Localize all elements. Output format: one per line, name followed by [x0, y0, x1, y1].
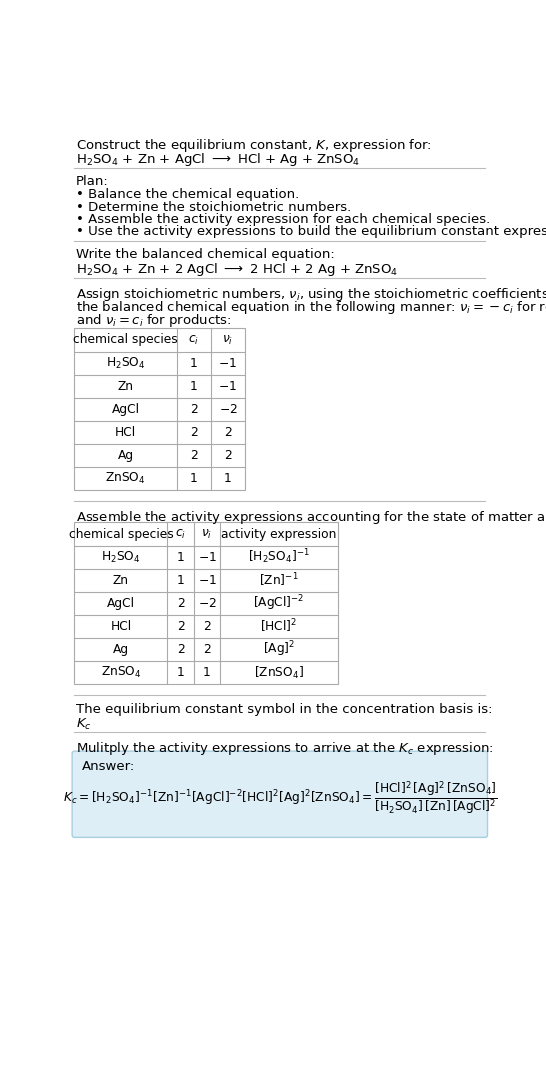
Text: $\mathrm{ZnSO_4}$: $\mathrm{ZnSO_4}$: [105, 471, 146, 486]
Text: $\mathrm{H_2SO_4}$: $\mathrm{H_2SO_4}$: [106, 356, 145, 371]
FancyBboxPatch shape: [72, 751, 488, 837]
Text: $\nu_i$: $\nu_i$: [222, 333, 234, 346]
Text: 2: 2: [190, 426, 198, 439]
Text: 1: 1: [203, 666, 211, 679]
Text: 1: 1: [224, 472, 232, 485]
Text: 1: 1: [190, 379, 198, 392]
Text: 2: 2: [190, 403, 198, 416]
Text: Mulitply the activity expressions to arrive at the $K_c$ expression:: Mulitply the activity expressions to arr…: [76, 740, 494, 757]
Text: activity expression: activity expression: [221, 528, 337, 541]
Text: $-2$: $-2$: [198, 597, 216, 610]
Text: $[\mathrm{AgCl}]^{-2}$: $[\mathrm{AgCl}]^{-2}$: [253, 593, 305, 613]
Text: 1: 1: [177, 574, 185, 587]
Text: 2: 2: [224, 449, 232, 462]
Bar: [74, 522, 338, 684]
Text: HCl: HCl: [110, 620, 132, 633]
Text: $-1$: $-1$: [198, 550, 216, 563]
Text: chemical species: chemical species: [69, 528, 173, 541]
Text: Answer:: Answer:: [82, 760, 135, 773]
Text: $K_c$: $K_c$: [76, 717, 92, 732]
Text: $\mathrm{ZnSO_4}$: $\mathrm{ZnSO_4}$: [100, 665, 141, 680]
Bar: [74, 329, 245, 490]
Text: AgCl: AgCl: [107, 597, 135, 610]
Text: $[\mathrm{H_2SO_4}]^{-1}$: $[\mathrm{H_2SO_4}]^{-1}$: [248, 548, 310, 567]
Text: $\mathrm{H_2SO_4}$ + Zn + AgCl $\longrightarrow$ HCl + Ag + $\mathrm{ZnSO_4}$: $\mathrm{H_2SO_4}$ + Zn + AgCl $\longrig…: [76, 151, 360, 168]
Text: $c_i$: $c_i$: [188, 333, 199, 346]
Text: the balanced chemical equation in the following manner: $\nu_i = -c_i$ for react: the balanced chemical equation in the fo…: [76, 299, 546, 316]
Text: 2: 2: [190, 449, 198, 462]
Text: 2: 2: [203, 643, 211, 656]
Text: $[\mathrm{ZnSO_4}]$: $[\mathrm{ZnSO_4}]$: [254, 664, 304, 680]
Text: Construct the equilibrium constant, $K$, expression for:: Construct the equilibrium constant, $K$,…: [76, 137, 432, 154]
Text: 1: 1: [177, 550, 185, 563]
Text: • Assemble the activity expression for each chemical species.: • Assemble the activity expression for e…: [76, 213, 490, 226]
Text: 1: 1: [190, 472, 198, 485]
Text: chemical species: chemical species: [73, 333, 178, 346]
Text: 2: 2: [177, 597, 185, 610]
Text: Zn: Zn: [117, 379, 134, 392]
Text: The equilibrium constant symbol in the concentration basis is:: The equilibrium constant symbol in the c…: [76, 703, 492, 716]
Text: • Determine the stoichiometric numbers.: • Determine the stoichiometric numbers.: [76, 201, 351, 214]
Text: 1: 1: [177, 666, 185, 679]
Text: and $\nu_i = c_i$ for products:: and $\nu_i = c_i$ for products:: [76, 312, 232, 329]
Text: $\mathrm{H_2SO_4}$: $\mathrm{H_2SO_4}$: [101, 549, 141, 564]
Text: AgCl: AgCl: [111, 403, 140, 416]
Text: $\mathrm{H_2SO_4}$ + Zn + 2 AgCl $\longrightarrow$ 2 HCl + 2 Ag + $\mathrm{ZnSO_: $\mathrm{H_2SO_4}$ + Zn + 2 AgCl $\longr…: [76, 261, 398, 278]
Text: HCl: HCl: [115, 426, 136, 439]
Text: $K_c = [\mathrm{H_2SO_4}]^{-1}[\mathrm{Zn}]^{-1}[\mathrm{AgCl}]^{-2}[\mathrm{HCl: $K_c = [\mathrm{H_2SO_4}]^{-1}[\mathrm{Z…: [62, 779, 497, 817]
Text: $[\mathrm{Ag}]^{2}$: $[\mathrm{Ag}]^{2}$: [263, 640, 295, 659]
Text: Ag: Ag: [113, 643, 129, 656]
Text: 2: 2: [203, 620, 211, 633]
Text: Plan:: Plan:: [76, 175, 109, 188]
Text: • Use the activity expressions to build the equilibrium constant expression.: • Use the activity expressions to build …: [76, 226, 546, 239]
Text: Assemble the activity expressions accounting for the state of matter and $\nu_i$: Assemble the activity expressions accoun…: [76, 508, 546, 526]
Text: 2: 2: [177, 643, 185, 656]
Text: $-1$: $-1$: [218, 379, 238, 392]
Text: Write the balanced chemical equation:: Write the balanced chemical equation:: [76, 248, 335, 261]
Text: $[\mathrm{HCl}]^{2}$: $[\mathrm{HCl}]^{2}$: [260, 618, 298, 635]
Text: 1: 1: [190, 357, 198, 370]
Text: $-2$: $-2$: [218, 403, 238, 416]
Text: $\nu_i$: $\nu_i$: [201, 528, 212, 541]
Text: Ag: Ag: [117, 449, 134, 462]
Text: $[\mathrm{Zn}]^{-1}$: $[\mathrm{Zn}]^{-1}$: [259, 572, 299, 589]
Text: $c_i$: $c_i$: [175, 528, 186, 541]
Text: $-1$: $-1$: [218, 357, 238, 370]
Text: Zn: Zn: [113, 574, 129, 587]
Text: $-1$: $-1$: [198, 574, 216, 587]
Text: • Balance the chemical equation.: • Balance the chemical equation.: [76, 188, 299, 201]
Text: 2: 2: [177, 620, 185, 633]
Text: 2: 2: [224, 426, 232, 439]
Text: Assign stoichiometric numbers, $\nu_i$, using the stoichiometric coefficients, $: Assign stoichiometric numbers, $\nu_i$, …: [76, 286, 546, 303]
